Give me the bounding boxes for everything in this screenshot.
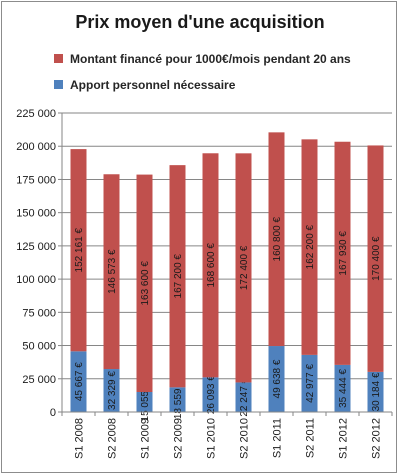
data-label: 22 247 €	[239, 377, 250, 416]
x-tick-label: S1 2012	[338, 418, 350, 459]
bars: 45 667 € 152 161 € 32 329 € 146 573 € 15 055…	[70, 132, 384, 421]
bar-financed	[301, 139, 318, 355]
bar-financed	[268, 132, 285, 347]
y-tick-label: 225 000	[16, 108, 56, 120]
bar-contribution	[334, 364, 351, 412]
data-label: 167 930 €	[338, 231, 349, 276]
bar-contribution	[202, 377, 219, 412]
bar-contribution	[70, 351, 87, 412]
data-label: 26 093 €	[206, 375, 217, 414]
data-label: 30 184 €	[371, 372, 382, 411]
legend: Montant financé pour 1000€/mois pendant …	[54, 52, 351, 92]
data-label: 167 200 €	[173, 254, 184, 299]
bar-contribution	[301, 354, 318, 412]
bar-financed	[169, 165, 186, 388]
bar-contribution	[103, 369, 120, 412]
x-tick-label: S1 2011	[272, 418, 284, 458]
data-label: 162 200 €	[305, 224, 316, 269]
y-tick-label: 100 000	[16, 274, 56, 286]
y-tick-label: 0	[50, 407, 56, 419]
bar-contribution	[235, 382, 252, 412]
x-tick-label: S1 2008	[74, 418, 86, 459]
x-tick-label: S2 2008	[107, 418, 119, 459]
bar-contribution	[367, 371, 384, 412]
legend-label-contribution: Apport personnel nécessaire	[70, 78, 236, 92]
bar-financed	[103, 174, 120, 370]
data-label: 163 600 €	[140, 261, 151, 306]
bar-contribution	[136, 391, 153, 412]
y-tick-label: 50 000	[22, 341, 56, 353]
bar-financed	[235, 153, 252, 383]
data-label: 15 055 €	[140, 382, 151, 421]
y-tick-label: 125 000	[16, 241, 56, 253]
y-tick-label: 175 000	[16, 174, 56, 186]
bar-contribution	[169, 387, 186, 412]
data-label: 18 559 €	[173, 380, 184, 419]
y-tick-label: 75 000	[22, 307, 56, 319]
legend-swatch-financed	[54, 54, 63, 63]
data-label: 170 400 €	[371, 236, 382, 281]
legend-label-financed: Montant financé pour 1000€/mois pendant …	[70, 52, 351, 66]
data-label: 35 444 €	[338, 369, 349, 408]
bar-financed	[70, 149, 87, 352]
data-label: 32 329 €	[107, 371, 118, 410]
x-tick-label: S1 2010	[206, 418, 218, 459]
data-label: 152 161 €	[74, 228, 85, 273]
data-label: 146 573 €	[107, 249, 118, 294]
bar-financed	[334, 141, 351, 365]
y-axis: 0 25 000 50 000 75 000 100 000 125 000 150 000…	[16, 108, 63, 419]
x-tick-label: S2 2009	[173, 418, 185, 459]
bar-financed	[367, 145, 384, 372]
y-tick-label: 150 000	[16, 208, 56, 220]
y-tick-label: 200 000	[16, 141, 56, 153]
chart-title: Prix moyen d'une acquisition	[75, 12, 324, 32]
data-label: 49 638 €	[272, 359, 283, 398]
x-axis: S1 2008 S2 2008 S1 2009 S2 2009 S1 2010 S2 20…	[61, 411, 393, 459]
data-label: 168 600 €	[206, 243, 217, 288]
legend-swatch-contribution	[54, 80, 63, 89]
bar-financed	[136, 174, 153, 392]
data-label: 42 977 €	[305, 364, 316, 403]
x-tick-label: S2 2011	[305, 418, 317, 458]
x-tick-label: S2 2010	[239, 418, 251, 459]
x-tick-label: S1 2009	[140, 418, 152, 459]
x-tick-label: S2 2012	[371, 418, 383, 459]
data-label: 172 400 €	[239, 245, 250, 290]
data-label: 45 667 €	[74, 362, 85, 401]
data-label: 160 800 €	[272, 217, 283, 262]
y-tick-label: 25 000	[22, 374, 56, 386]
bar-contribution	[268, 346, 285, 412]
bar-financed	[202, 153, 219, 378]
